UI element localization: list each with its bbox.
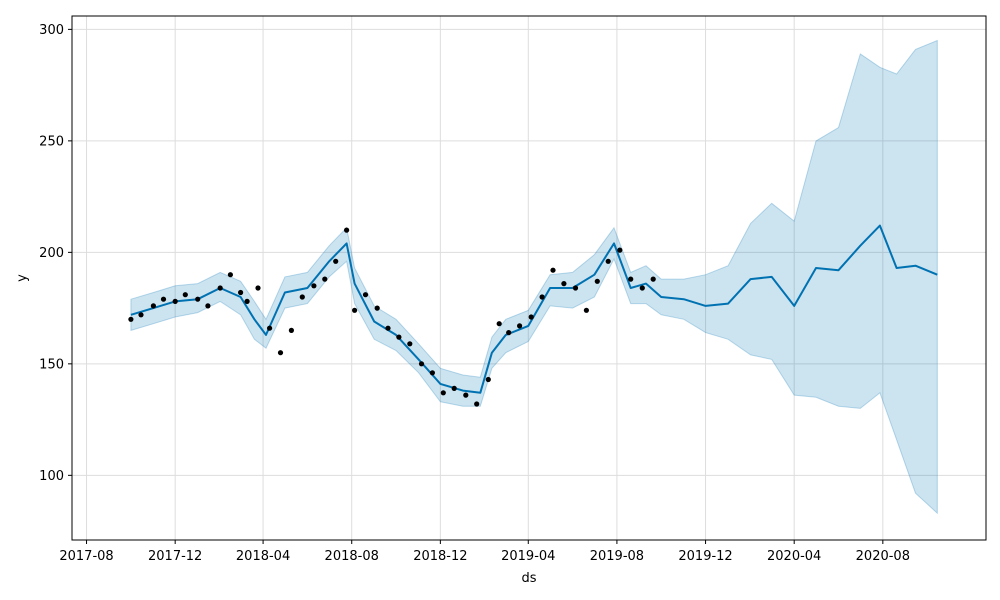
y-tick-label: 250 <box>39 134 64 149</box>
observed-point <box>311 283 317 289</box>
observed-point <box>333 258 339 264</box>
x-tick-label: 2018-08 <box>325 549 379 564</box>
observed-point <box>352 307 358 313</box>
observed-point <box>128 316 134 322</box>
observed-point <box>205 303 211 309</box>
observed-point <box>288 327 294 333</box>
y-tick-label: 300 <box>39 23 64 38</box>
observed-point <box>528 314 534 320</box>
x-tick-label: 2018-12 <box>413 549 467 564</box>
observed-point <box>277 350 284 356</box>
y-tick-label: 200 <box>39 246 64 261</box>
observed-point <box>561 281 567 287</box>
observed-point <box>299 294 305 300</box>
x-tick-label: 2019-08 <box>590 549 644 564</box>
y-tick-label: 150 <box>39 357 64 372</box>
observed-point <box>429 370 435 376</box>
observed-point <box>195 296 201 302</box>
observed-point <box>238 289 244 296</box>
observed-point <box>362 292 369 298</box>
observed-point <box>463 392 469 398</box>
forecast-line <box>130 224 938 394</box>
observed-point <box>227 272 233 278</box>
observed-point <box>451 385 457 391</box>
observed-point <box>539 294 545 300</box>
observed-point <box>267 325 273 331</box>
x-axis-label: ds <box>521 571 536 586</box>
observed-point <box>594 278 600 284</box>
observed-point <box>474 401 480 407</box>
grid-lines <box>72 16 986 540</box>
observed-point <box>517 323 523 329</box>
observed-point <box>485 376 491 383</box>
observed-point <box>322 276 328 282</box>
axes-frame <box>71 15 987 541</box>
observed-point <box>396 334 402 340</box>
observed-point <box>418 361 425 367</box>
observed-point <box>344 227 350 233</box>
observed-point <box>628 276 634 282</box>
y-axis-label: y <box>15 274 30 282</box>
observed-point <box>385 325 391 331</box>
observed-point <box>150 303 156 309</box>
observed-point <box>506 330 512 336</box>
observed-point <box>650 276 656 282</box>
x-tick-label: 2018-04 <box>236 549 290 564</box>
observed-point <box>244 298 250 304</box>
observed-point <box>217 285 223 291</box>
observed-points <box>128 227 656 407</box>
observed-point <box>172 298 178 304</box>
observed-point <box>440 390 446 396</box>
observed-point <box>407 341 413 347</box>
observed-point <box>138 312 144 318</box>
x-tick-label: 2020-08 <box>856 549 910 564</box>
observed-point <box>255 285 261 291</box>
observed-point <box>496 321 502 327</box>
x-tick-label: 2020-04 <box>767 549 821 564</box>
observed-point <box>639 285 645 291</box>
x-tick-label: 2017-08 <box>59 549 113 564</box>
uncertainty-interval-band <box>130 39 938 515</box>
observed-point <box>617 247 623 253</box>
observed-point <box>182 292 188 298</box>
x-tick-label: 2019-04 <box>501 549 555 564</box>
observed-point <box>605 258 611 264</box>
y-tick-label: 100 <box>39 469 64 484</box>
observed-point <box>583 307 590 313</box>
observed-point <box>572 285 579 291</box>
x-tick-label: 2017-12 <box>148 549 202 564</box>
observed-point <box>374 305 380 311</box>
axis-ticks: 2017-08 2017-12 2018-04 2018-08 2018-12 2019-… <box>39 23 910 564</box>
observed-point <box>550 267 556 273</box>
x-tick-label: 2019-12 <box>678 549 732 564</box>
observed-point <box>160 296 167 302</box>
